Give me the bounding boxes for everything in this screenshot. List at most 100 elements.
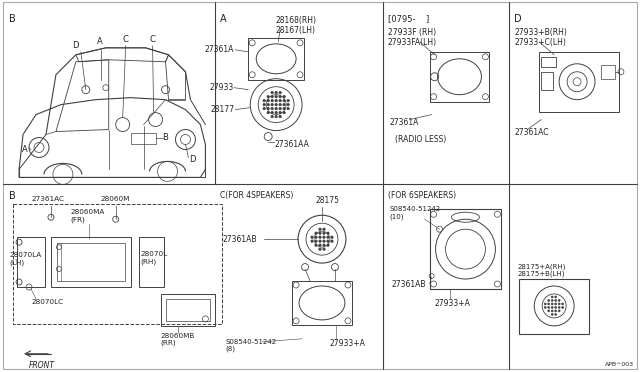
- Circle shape: [327, 240, 329, 242]
- Bar: [429, 52, 490, 102]
- Circle shape: [548, 299, 550, 301]
- Text: [0795-    ]: [0795- ]: [388, 14, 429, 23]
- Text: 28070LA
(LH): 28070LA (LH): [9, 252, 42, 266]
- Text: S08540-51242
(10): S08540-51242 (10): [390, 206, 441, 220]
- Circle shape: [311, 240, 313, 242]
- Text: 28070LC: 28070LC: [31, 299, 63, 305]
- Text: 28168(RH)
28167(LH): 28168(RH) 28167(LH): [275, 16, 316, 35]
- Circle shape: [267, 103, 269, 106]
- Bar: [139, 237, 164, 287]
- Text: 27361A: 27361A: [205, 45, 234, 54]
- Circle shape: [275, 96, 277, 98]
- Circle shape: [275, 92, 277, 94]
- Circle shape: [315, 240, 317, 242]
- Circle shape: [271, 108, 273, 110]
- Bar: [131, 132, 156, 144]
- Circle shape: [558, 299, 560, 301]
- Text: 27361AB: 27361AB: [222, 235, 257, 244]
- Circle shape: [558, 303, 560, 305]
- Circle shape: [283, 103, 285, 106]
- Circle shape: [319, 236, 321, 238]
- Circle shape: [271, 103, 273, 106]
- Text: A: A: [97, 37, 102, 46]
- Bar: [161, 294, 216, 326]
- Circle shape: [555, 310, 557, 312]
- Circle shape: [315, 244, 317, 246]
- Circle shape: [263, 108, 266, 110]
- Bar: [51, 237, 131, 287]
- Text: C: C: [123, 35, 129, 44]
- Bar: [519, 279, 589, 334]
- Circle shape: [555, 299, 557, 301]
- Circle shape: [551, 307, 553, 308]
- Circle shape: [267, 96, 269, 98]
- Circle shape: [283, 111, 285, 114]
- Bar: [292, 281, 352, 325]
- Circle shape: [548, 303, 550, 305]
- Bar: [429, 209, 501, 289]
- Circle shape: [319, 228, 321, 230]
- Circle shape: [315, 236, 317, 238]
- Circle shape: [558, 310, 560, 312]
- Text: 27361A: 27361A: [390, 118, 419, 126]
- Text: FRONT: FRONT: [29, 361, 55, 370]
- Text: 27933+B(RH)
27933+C(LH): 27933+B(RH) 27933+C(LH): [515, 28, 567, 47]
- Circle shape: [323, 244, 325, 246]
- Text: 28070L
(RH): 28070L (RH): [141, 251, 168, 264]
- Text: 28175: 28175: [315, 196, 339, 205]
- Text: 27361AA: 27361AA: [274, 140, 309, 148]
- Circle shape: [555, 307, 557, 308]
- Circle shape: [323, 248, 325, 250]
- Text: 27933: 27933: [209, 83, 234, 92]
- Text: A: A: [22, 145, 28, 154]
- Circle shape: [279, 108, 282, 110]
- Circle shape: [323, 228, 325, 230]
- Circle shape: [283, 96, 285, 98]
- Text: A: A: [220, 14, 227, 24]
- Text: B: B: [9, 14, 16, 24]
- Circle shape: [267, 111, 269, 114]
- Circle shape: [287, 108, 289, 110]
- Circle shape: [558, 307, 560, 308]
- Circle shape: [263, 103, 266, 106]
- Circle shape: [319, 240, 321, 242]
- Bar: [248, 38, 304, 80]
- Circle shape: [275, 108, 277, 110]
- Circle shape: [327, 244, 329, 246]
- Circle shape: [279, 115, 282, 118]
- Text: 27361AC: 27361AC: [31, 196, 64, 202]
- Text: 28177: 28177: [211, 105, 234, 114]
- Circle shape: [551, 310, 553, 312]
- Circle shape: [279, 111, 282, 114]
- Bar: [601, 65, 615, 79]
- Bar: [57, 243, 125, 281]
- Circle shape: [271, 111, 273, 114]
- Bar: [541, 72, 553, 90]
- Circle shape: [283, 99, 285, 102]
- Circle shape: [544, 303, 546, 305]
- Circle shape: [271, 96, 273, 98]
- Text: 28175+A(RH)
28175+B(LH): 28175+A(RH) 28175+B(LH): [517, 263, 566, 277]
- Circle shape: [319, 248, 321, 250]
- Text: D: D: [189, 155, 196, 164]
- Text: (FOR 6SPEAKERS): (FOR 6SPEAKERS): [388, 191, 456, 201]
- Circle shape: [267, 99, 269, 102]
- Circle shape: [319, 232, 321, 234]
- Text: APB^003: APB^003: [605, 362, 634, 367]
- Circle shape: [287, 99, 289, 102]
- Circle shape: [551, 313, 553, 315]
- Circle shape: [555, 303, 557, 305]
- Circle shape: [323, 232, 325, 234]
- Circle shape: [551, 303, 553, 305]
- Circle shape: [323, 236, 325, 238]
- Circle shape: [544, 307, 546, 308]
- Circle shape: [275, 103, 277, 106]
- Text: 28060MB
(RR): 28060MB (RR): [161, 333, 195, 346]
- Text: 27933+A: 27933+A: [330, 339, 366, 348]
- Circle shape: [327, 232, 329, 234]
- Circle shape: [287, 103, 289, 106]
- Circle shape: [311, 236, 313, 238]
- Circle shape: [271, 99, 273, 102]
- Bar: [17, 237, 45, 287]
- Bar: [540, 52, 619, 112]
